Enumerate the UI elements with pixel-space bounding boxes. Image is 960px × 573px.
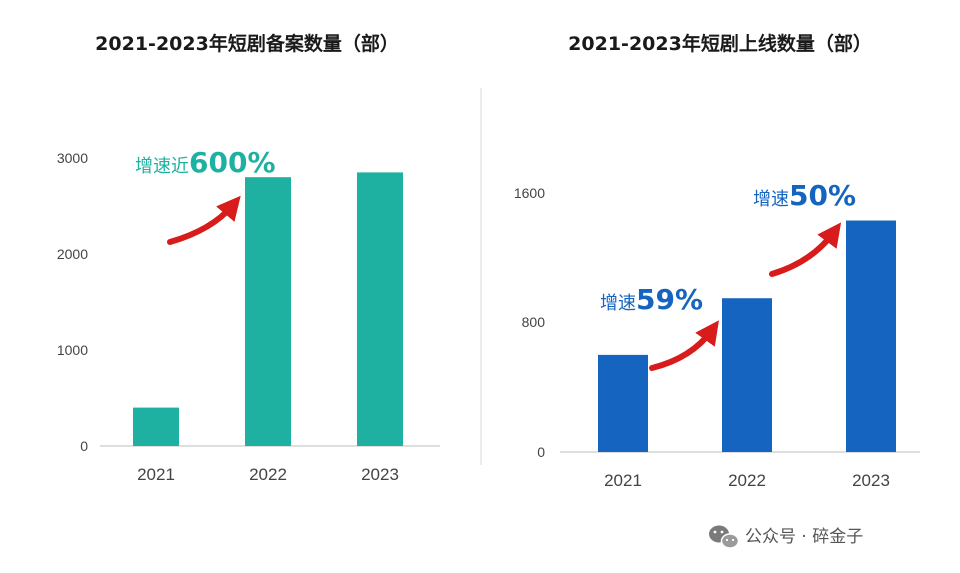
growth-label: 增速 bbox=[753, 189, 789, 210]
watermark: 公众号 · 碎金子 bbox=[709, 525, 863, 549]
x-tick: 2023 bbox=[852, 471, 890, 490]
bar-2021 bbox=[598, 354, 648, 452]
chart-filings-bars bbox=[133, 172, 403, 446]
chart-releases-bars bbox=[598, 220, 896, 452]
bar-2023 bbox=[846, 220, 896, 452]
chart-releases: 2021-2023年短剧上线数量（部） 0 800 1600 2021 2022… bbox=[514, 32, 920, 490]
bar-2022 bbox=[245, 177, 291, 446]
growth-label: 增速近 bbox=[135, 156, 189, 177]
growth-arrow bbox=[167, 195, 241, 245]
y-tick: 0 bbox=[80, 438, 88, 454]
growth-arrow bbox=[769, 222, 842, 277]
bar-2023 bbox=[357, 172, 403, 446]
growth-label: 增速 bbox=[600, 293, 636, 314]
y-tick: 2000 bbox=[57, 246, 88, 262]
chart-filings-y-axis: 0 1000 2000 3000 bbox=[57, 150, 88, 454]
x-tick: 2022 bbox=[728, 471, 766, 490]
growth-value: 600% bbox=[189, 146, 276, 179]
x-tick: 2021 bbox=[604, 471, 642, 490]
watermark-text: 公众号 · 碎金子 bbox=[745, 527, 863, 547]
bar-2022 bbox=[722, 298, 772, 452]
growth-annotation-releases-2023: 增速50% bbox=[753, 179, 856, 212]
growth-annotation-filings: 增速近600% bbox=[135, 146, 276, 179]
chart-filings: 2021-2023年短剧备案数量（部） 0 1000 2000 3000 202… bbox=[57, 32, 440, 484]
y-tick: 1600 bbox=[514, 185, 545, 201]
y-tick: 1000 bbox=[57, 342, 88, 358]
growth-value: 59% bbox=[636, 283, 703, 316]
growth-value: 50% bbox=[789, 179, 856, 212]
wechat-icon bbox=[709, 525, 740, 549]
x-tick: 2021 bbox=[137, 465, 175, 484]
y-tick: 0 bbox=[537, 444, 545, 460]
chart-filings-title: 2021-2023年短剧备案数量（部） bbox=[95, 32, 399, 55]
chart-releases-title: 2021-2023年短剧上线数量（部） bbox=[568, 32, 872, 55]
growth-annotation-releases-2022: 增速59% bbox=[600, 283, 703, 316]
growth-arrow bbox=[649, 320, 719, 371]
chart-releases-y-axis: 0 800 1600 bbox=[514, 185, 545, 460]
x-tick: 2022 bbox=[249, 465, 287, 484]
x-tick: 2023 bbox=[361, 465, 399, 484]
chart-filings-x-axis: 2021 2022 2023 bbox=[137, 465, 399, 484]
y-tick: 3000 bbox=[57, 150, 88, 166]
chart-releases-x-axis: 2021 2022 2023 bbox=[604, 471, 890, 490]
y-tick: 800 bbox=[522, 314, 546, 330]
bar-2021 bbox=[133, 407, 179, 446]
